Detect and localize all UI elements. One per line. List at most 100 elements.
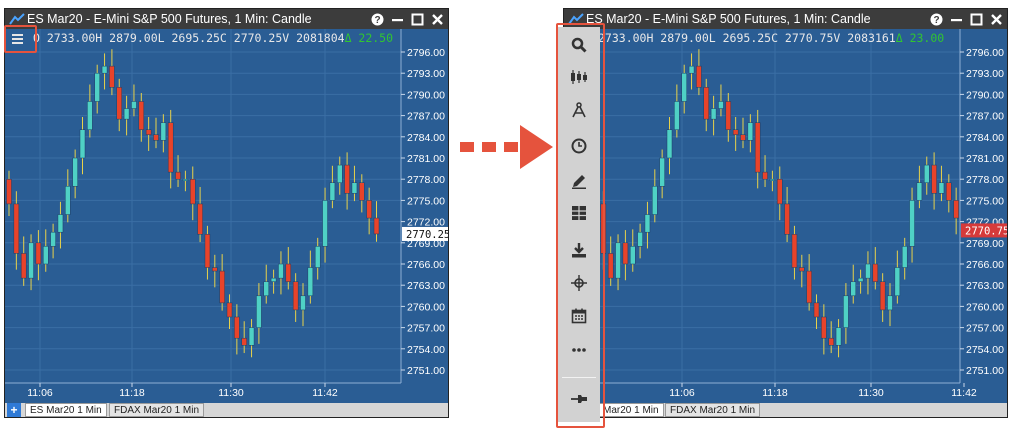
crosshair-button[interactable] xyxy=(566,274,592,296)
tab-es-mar20[interactable]: ES Mar20 1 Min xyxy=(25,403,107,417)
minimize-icon[interactable] xyxy=(950,13,963,26)
pencil-button[interactable] xyxy=(566,172,592,194)
candle-body xyxy=(263,281,269,297)
candle-body xyxy=(28,242,34,279)
arrow-dash-3 xyxy=(504,142,518,152)
candlestick-chart[interactable]: 2796.00 2793.00 2790.00 2787.00 2784.00 2781.… xyxy=(5,29,448,403)
candle-body xyxy=(204,234,211,268)
candle-body xyxy=(226,302,233,318)
candle-body xyxy=(292,281,299,311)
calendar-button[interactable] xyxy=(566,307,592,329)
candle-body xyxy=(865,263,871,279)
chart-window-left: ES Mar20 - E-Mini S&P 500 Futures, 1 Min… xyxy=(4,8,449,418)
candle-body xyxy=(696,65,702,88)
candle-body xyxy=(153,134,159,141)
price-label: 2796.00 xyxy=(966,47,1004,59)
price-label: 2760.00 xyxy=(966,301,1004,313)
candle-body xyxy=(57,214,64,233)
candle-body xyxy=(116,87,122,120)
chart-menu-button[interactable] xyxy=(8,29,27,47)
window-titlebar[interactable]: ES Mar20 - E-Mini S&P 500 Futures, 1 Min… xyxy=(564,9,1007,29)
drawing-compass-button[interactable] xyxy=(566,101,592,123)
tab-fdax-mar20[interactable]: FDAX Mar20 1 Min xyxy=(665,403,761,417)
close-icon[interactable] xyxy=(431,13,444,26)
window-titlebar[interactable]: ES Mar20 - E-Mini S&P 500 Futures, 1 Min… xyxy=(5,9,448,29)
price-label: 2796.00 xyxy=(407,47,445,59)
price-label: 2754.00 xyxy=(966,344,1004,356)
toolbar-separator xyxy=(562,377,596,378)
candle-body xyxy=(160,122,167,141)
price-axis-area xyxy=(960,29,1007,403)
candle-body xyxy=(72,157,78,187)
pin-icon xyxy=(570,392,588,411)
candle-body xyxy=(946,182,952,201)
arrow-dash-2 xyxy=(482,142,496,152)
maximize-icon[interactable] xyxy=(411,13,424,26)
candle-body xyxy=(182,178,189,181)
candle-body xyxy=(953,200,959,219)
price-label: 2775.00 xyxy=(407,195,445,207)
candle-body xyxy=(256,295,262,328)
search-button[interactable] xyxy=(566,36,592,58)
clock-button[interactable] xyxy=(566,137,592,159)
candle-body xyxy=(754,122,761,173)
add-tab-button[interactable]: + xyxy=(7,403,21,417)
candle-body xyxy=(784,203,790,235)
price-label: 2757.00 xyxy=(407,323,445,335)
template-button[interactable] xyxy=(566,204,592,226)
candle-body xyxy=(607,253,614,279)
arrow-dash-1 xyxy=(460,142,474,152)
calendar-icon xyxy=(571,308,587,329)
maximize-icon[interactable] xyxy=(970,13,983,26)
price-label: 2772.00 xyxy=(407,217,445,229)
download-icon xyxy=(571,242,587,263)
candle-body xyxy=(145,129,152,135)
tab-es-mar20[interactable]: Mar20 1 Min xyxy=(598,403,664,417)
candle-body xyxy=(197,203,203,235)
price-label: 2763.00 xyxy=(407,280,445,292)
chart-window-right: ES Mar20 - E-Mini S&P 500 Futures, 1 Min… xyxy=(563,8,1008,418)
help-icon[interactable]: ? xyxy=(930,13,943,26)
price-label: 2757.00 xyxy=(966,323,1004,335)
window-title: ES Mar20 - E-Mini S&P 500 Futures, 1 Min… xyxy=(586,12,871,26)
price-delta: Δ 23.00 xyxy=(895,31,945,45)
candle-body xyxy=(718,101,724,109)
candlestick-button[interactable] xyxy=(566,68,592,90)
last-price-badge xyxy=(961,223,1007,238)
candle-body xyxy=(901,246,908,268)
close-icon[interactable] xyxy=(990,13,1003,26)
chart-tab-bar: Mar20 1 Min FDAX Mar20 1 Min xyxy=(564,403,1007,417)
ohlc-info-bar: O 2733.00H 2879.00L 2695.25C 2770.25V 20… xyxy=(33,31,393,45)
candle-body xyxy=(887,295,893,311)
candle-body xyxy=(769,178,776,181)
candle-body xyxy=(674,101,680,130)
candle-body xyxy=(65,186,71,215)
candle-body xyxy=(857,277,864,282)
candle-body xyxy=(747,122,754,141)
time-label: 11:18 xyxy=(119,387,145,399)
pin-button[interactable] xyxy=(566,390,592,412)
tab-fdax-mar20[interactable]: FDAX Mar20 1 Min xyxy=(109,403,205,417)
candle-body xyxy=(703,87,709,120)
candle-body xyxy=(373,217,380,235)
svg-text:?: ? xyxy=(374,15,380,26)
candle-body xyxy=(285,263,292,282)
candle-body xyxy=(219,270,225,304)
candle-body xyxy=(843,295,849,328)
candle-body xyxy=(43,246,49,265)
download-button[interactable] xyxy=(566,241,592,263)
candle-body xyxy=(248,327,255,346)
toolbar-highlight-box xyxy=(556,23,605,428)
candle-body xyxy=(924,164,930,183)
search-icon xyxy=(571,37,587,58)
price-label: 2781.00 xyxy=(966,153,1004,165)
ohlc-values: 2733.00H 2879.00L 2695.25C 2770.75V 2083… xyxy=(598,31,896,45)
price-label: 2769.00 xyxy=(966,238,1004,250)
minimize-icon[interactable] xyxy=(391,13,404,26)
help-icon[interactable]: ? xyxy=(371,13,384,26)
candle-body xyxy=(20,253,27,279)
price-label: 2760.00 xyxy=(407,301,445,313)
more-button[interactable] xyxy=(566,341,592,363)
candlestick-chart[interactable]: 2796.00 2793.00 2790.00 2787.00 2784.00 2781.… xyxy=(564,29,1007,403)
price-label: 2778.00 xyxy=(966,174,1004,186)
